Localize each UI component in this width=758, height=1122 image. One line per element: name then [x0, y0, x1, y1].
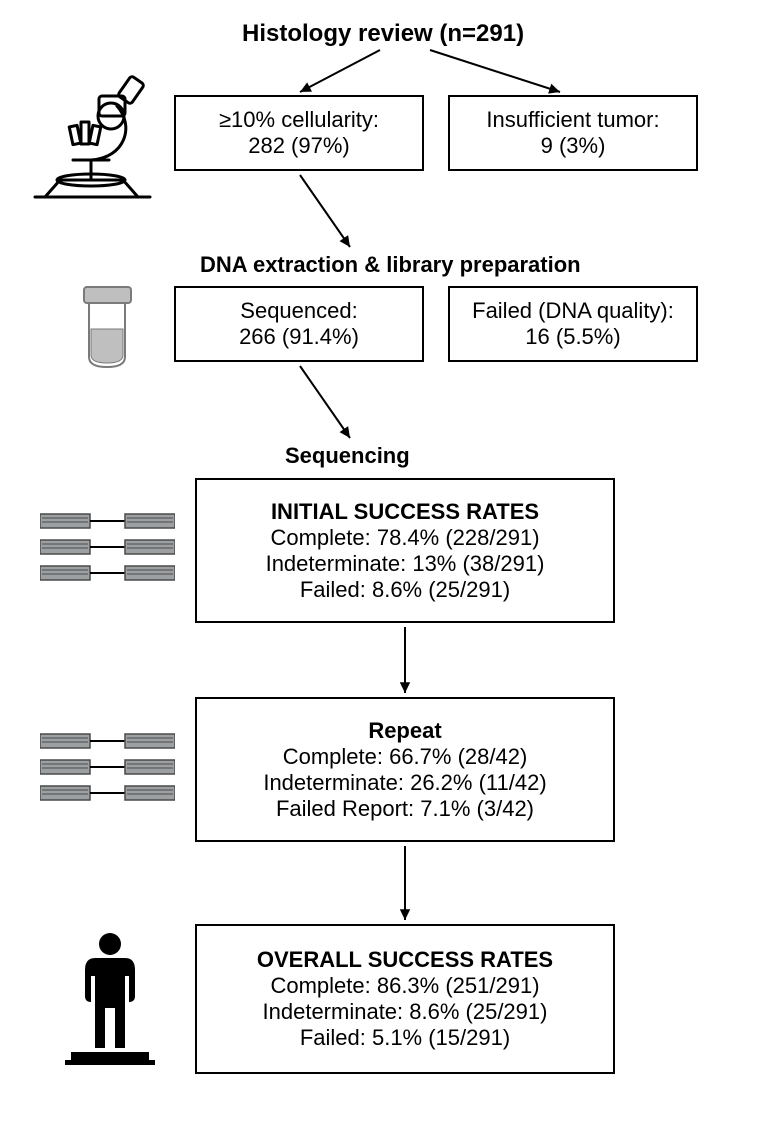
microscope-icon [25, 72, 155, 202]
seq1-icon [40, 510, 175, 585]
tube-icon [80, 285, 135, 370]
person-icon [65, 930, 155, 1070]
seq2-icon [40, 730, 175, 805]
